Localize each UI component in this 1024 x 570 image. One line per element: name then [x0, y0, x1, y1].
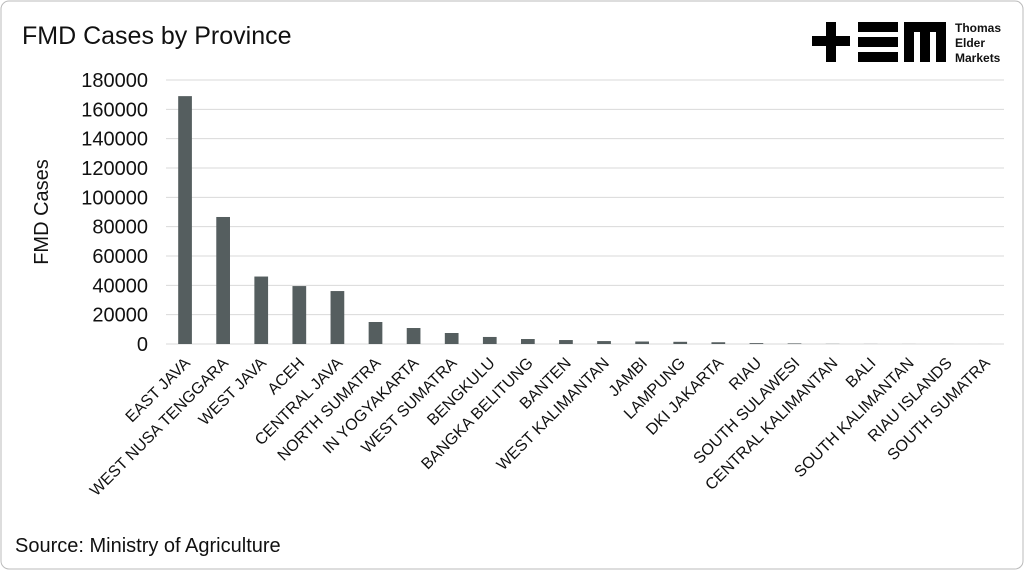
y-tick-label: 120000 — [81, 158, 148, 180]
bar — [597, 341, 611, 344]
bar — [711, 342, 726, 344]
y-tick-label: 20000 — [92, 305, 148, 327]
logo-shape — [858, 52, 898, 62]
y-tick-label: 0 — [137, 334, 148, 356]
y-tick-label: 160000 — [81, 99, 148, 121]
bar — [292, 286, 307, 344]
bar — [787, 343, 802, 344]
y-tick-label: 60000 — [92, 246, 148, 268]
bar — [178, 96, 192, 344]
y-tick-label: 180000 — [81, 70, 148, 92]
brand-text: Markets — [955, 51, 1001, 65]
brand-text: Thomas — [955, 21, 1001, 35]
logo-shape — [904, 22, 946, 62]
bar — [559, 340, 573, 344]
brand-text: Elder — [955, 36, 985, 50]
bar — [216, 216, 230, 344]
bar — [444, 333, 459, 344]
logo: Thomas Elder Markets — [812, 21, 1001, 65]
y-tick-label: 140000 — [81, 129, 148, 151]
bar — [482, 336, 497, 344]
y-axis-title: FMD Cases — [31, 159, 53, 265]
bar — [749, 343, 764, 344]
bar — [673, 341, 688, 344]
bar — [406, 328, 421, 344]
logo-shape — [858, 37, 898, 47]
y-tick-label: 80000 — [92, 217, 148, 239]
y-tick-label: 100000 — [81, 187, 148, 209]
bar — [521, 339, 535, 344]
source: Source: Ministry of Agriculture — [15, 535, 281, 557]
y-tick-label: 40000 — [92, 275, 148, 297]
bar — [254, 276, 269, 344]
bar — [330, 291, 345, 344]
bar — [635, 341, 649, 344]
logo-shape — [826, 22, 836, 62]
logo-shape — [858, 22, 898, 32]
chart-title: FMD Cases by Province — [22, 22, 292, 50]
bar — [368, 322, 383, 344]
